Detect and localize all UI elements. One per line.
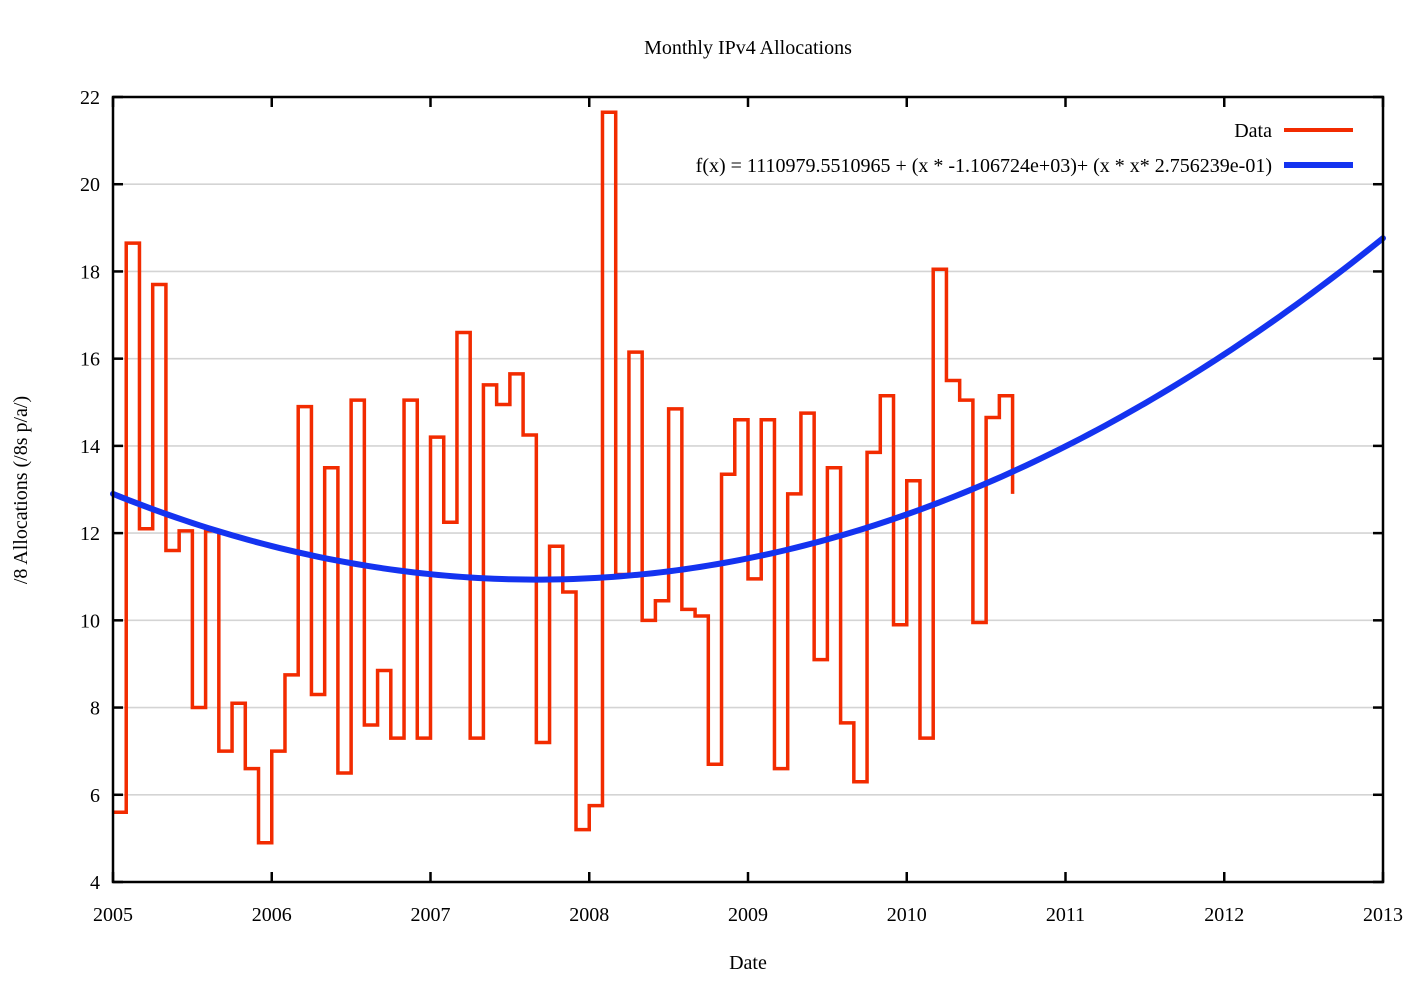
- x-tick-label: 2013: [1363, 904, 1403, 926]
- x-tick-label: 2010: [887, 904, 927, 926]
- x-tick-label: 2008: [569, 904, 609, 926]
- x-axis-label: Date: [729, 952, 767, 974]
- x-tick-label: 2012: [1204, 904, 1244, 926]
- x-tick-label: 2006: [252, 904, 292, 926]
- y-axis-label: /8 Allocations (/8s p/a/): [10, 396, 32, 584]
- fit-curve-line: [110, 235, 1386, 583]
- x-tick-label: 2011: [1046, 904, 1085, 926]
- chart-title: Monthly IPv4 Allocations: [644, 37, 852, 59]
- x-tick-label: 2005: [93, 904, 133, 926]
- x-tick-label: 2007: [411, 904, 451, 926]
- y-tick-label: 14: [80, 436, 100, 458]
- data-steps-line: [113, 110, 1015, 845]
- y-tick-label: 6: [90, 785, 100, 807]
- tick-labels: 2005 2006 2007 2008 2009 2010 2011 2012 20134681…: [80, 87, 1403, 926]
- y-tick-label: 10: [80, 610, 100, 632]
- legend: Data f(x) = 1110979.5510965 + (x * -1.10…: [696, 120, 1353, 177]
- y-tick-label: 22: [80, 87, 100, 109]
- y-tick-label: 8: [90, 698, 100, 720]
- y-tick-label: 18: [80, 261, 100, 283]
- axis-ticks: [111, 95, 1385, 884]
- y-tick-label: 16: [80, 349, 100, 371]
- y-tick-label: 12: [80, 523, 100, 545]
- legend-data-label: Data: [1234, 120, 1272, 142]
- y-tick-label: 20: [80, 174, 100, 196]
- x-tick-label: 2009: [728, 904, 768, 926]
- legend-fit-label: f(x) = 1110979.5510965 + (x * -1.106724e…: [696, 155, 1272, 177]
- y-tick-label: 4: [90, 872, 100, 894]
